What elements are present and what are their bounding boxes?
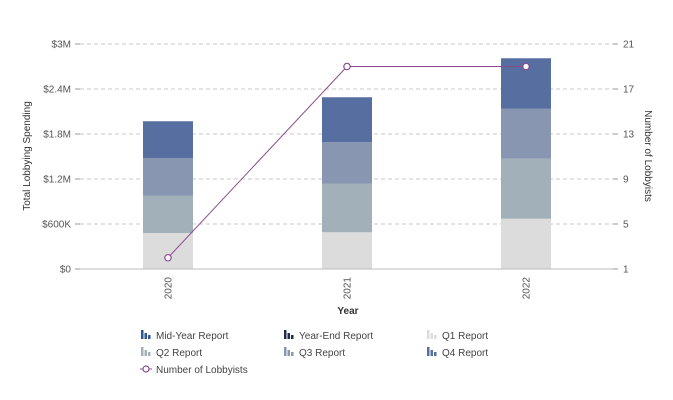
bars — [143, 58, 551, 269]
y2-tick-label: 1 — [623, 265, 629, 276]
x-tick-label: 2021 — [343, 277, 354, 300]
axes: $0 $600K $1.2M $1.8M $2.4M $3M 1 5 9 13 17 21 2020 20… — [42, 40, 634, 300]
x-tick-label: 2020 — [164, 277, 175, 300]
legend-bar-icon — [141, 330, 151, 339]
lobbyists-point — [522, 62, 530, 71]
y2-tick-label: 17 — [623, 85, 635, 96]
legend-bar-icon — [284, 347, 294, 356]
legend-label: Mid-Year Report — [156, 331, 229, 342]
legend-label: Q1 Report — [442, 331, 488, 342]
bar-segment — [322, 97, 372, 143]
y-tick-label: $1.8M — [43, 130, 71, 141]
lobbyists-point — [164, 253, 172, 262]
bar-segment — [322, 232, 372, 269]
y-tick-label: $2.4M — [43, 85, 71, 96]
legend: Mid-Year Report Year-End Report Q1 Report Q… — [140, 330, 488, 376]
legend-label: Number of Lobbyists — [156, 365, 248, 376]
bar-segment — [143, 121, 193, 158]
x-tick-label: 2022 — [522, 277, 533, 300]
x-axis-title: Year — [337, 306, 358, 317]
bar-segment — [322, 142, 372, 184]
y-tick-label: $0 — [60, 265, 72, 276]
legend-label: Q3 Report — [299, 348, 345, 359]
y-tick-label: $3M — [52, 40, 71, 51]
bar-segment — [322, 183, 372, 233]
y-tick-label: $1.2M — [43, 175, 71, 186]
legend-label: Year-End Report — [299, 331, 373, 342]
legend-label: Q4 Report — [442, 348, 488, 359]
y2-tick-label: 21 — [623, 40, 635, 51]
y2-axis-title: Number of Lobbyists — [642, 110, 653, 202]
legend-bar-icon — [427, 330, 437, 339]
bar-segment — [143, 158, 193, 196]
bar-segment — [501, 218, 551, 269]
y-axis-title: Total Lobbying Spending — [22, 101, 33, 211]
legend-line-icon — [140, 365, 152, 373]
lobbyists-point — [343, 62, 351, 71]
bar-segment — [143, 233, 193, 269]
legend-label: Q2 Report — [156, 348, 202, 359]
legend-bar-icon — [141, 347, 151, 356]
legend-bar-icon — [284, 330, 294, 339]
y2-tick-label: 13 — [623, 130, 635, 141]
legend-bar-icon — [427, 347, 437, 356]
y2-tick-label: 5 — [623, 220, 629, 231]
y-tick-label: $600K — [42, 220, 71, 231]
bar-segment — [501, 108, 551, 159]
lobbyists-line — [164, 62, 530, 262]
bar-segment — [501, 158, 551, 219]
y2-tick-label: 9 — [623, 175, 629, 186]
bar-segment — [143, 195, 193, 233]
